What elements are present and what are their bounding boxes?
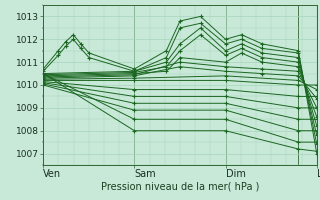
X-axis label: Pression niveau de la mer( hPa ): Pression niveau de la mer( hPa ) bbox=[101, 182, 259, 192]
